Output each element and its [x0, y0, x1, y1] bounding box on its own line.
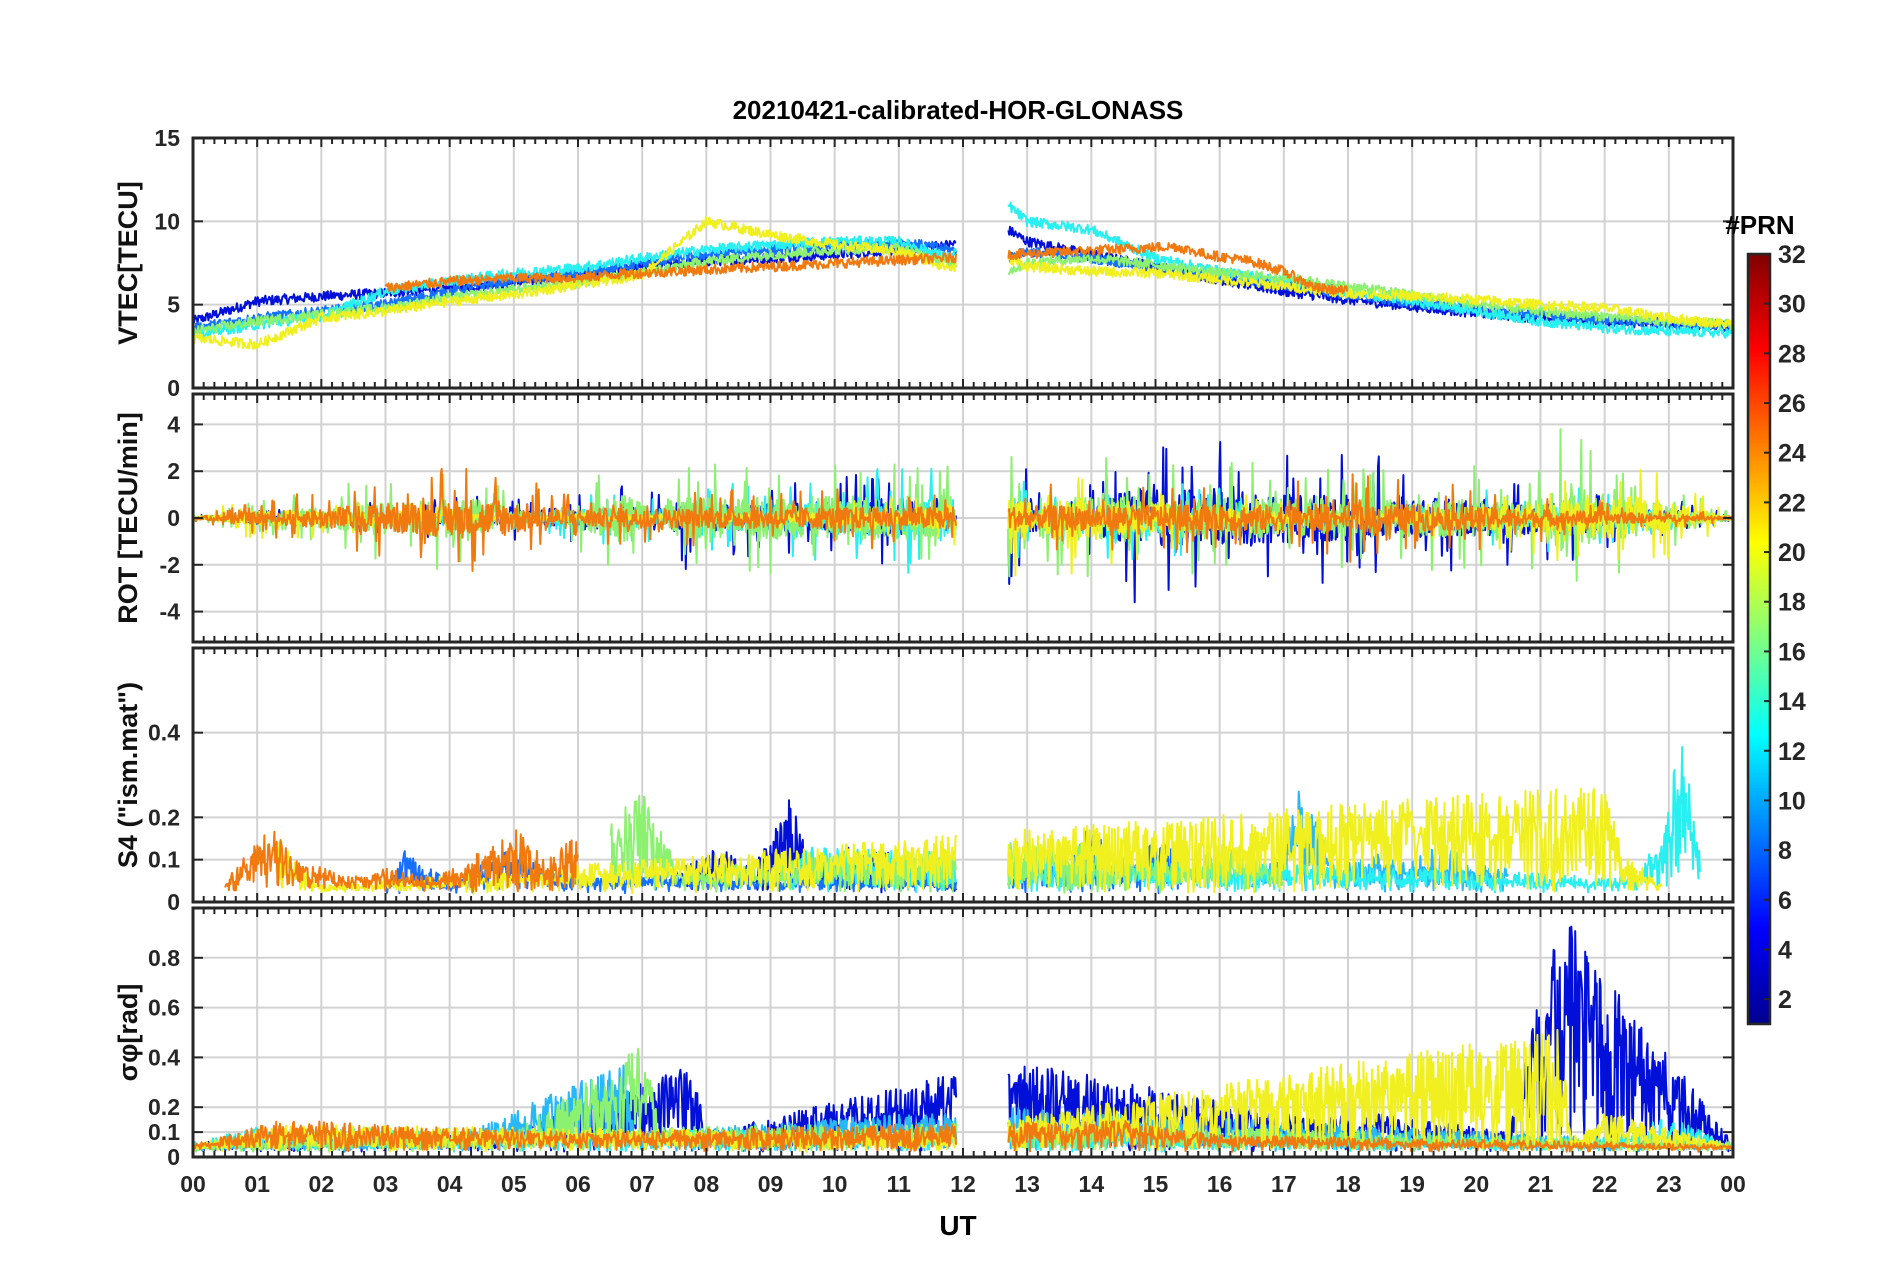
x-tick-label: 20: [1464, 1171, 1490, 1197]
colorbar-tick-label: 16: [1778, 638, 1806, 666]
x-tick-label: 08: [694, 1171, 720, 1197]
x-tick-label: 10: [822, 1171, 848, 1197]
y-tick-label: 0: [167, 375, 180, 401]
y-tick-label: -2: [160, 552, 180, 578]
x-tick-label: 04: [437, 1171, 463, 1197]
y-tick-label: 0: [167, 889, 180, 915]
colorbar-tick-label: 30: [1778, 291, 1806, 319]
figure-title: 20210421-calibrated-HOR-GLONASS: [733, 95, 1184, 125]
x-tick-label: 23: [1656, 1171, 1682, 1197]
colorbar-tick-label: 22: [1778, 489, 1806, 517]
series-line-6: [384, 241, 1349, 296]
x-tick-label: 00: [180, 1171, 206, 1197]
y-tick-label: 5: [167, 292, 180, 318]
colorbar-tick-label: 20: [1778, 539, 1806, 567]
y-ticks: -4 -2 0 2 4: [160, 411, 1733, 625]
series-group: [193, 201, 1733, 350]
panel-4: 00.10.2 0.4 0.6 0.8σφ[rad]: [113, 906, 1735, 1170]
y-tick-label: 0.6: [148, 995, 180, 1021]
series-group: [193, 925, 1733, 1153]
colorbar-tick-label: 26: [1778, 390, 1806, 418]
series-group: [193, 428, 1733, 604]
y-tick-label: 0.4: [148, 1044, 180, 1070]
x-tick-label: 06: [565, 1171, 591, 1197]
y-tick-label: 0.1: [148, 847, 180, 873]
grid: [193, 648, 1733, 902]
y-tick-label: 0: [167, 1144, 180, 1170]
colorbar-tick-label: 24: [1778, 440, 1806, 468]
colorbar-tick-label: 18: [1778, 589, 1806, 617]
colorbar-tick-label: 10: [1778, 787, 1806, 815]
x-ticks: [192, 394, 1734, 642]
colorbar-gradient: [1746, 252, 1772, 1026]
y-tick-label: 0.2: [148, 804, 180, 830]
x-tick-label: 12: [950, 1171, 976, 1197]
panel-1: 0 5 10 15 VTEC[TECU]: [113, 125, 1735, 401]
x-axis-label: UT: [939, 1210, 976, 1241]
y-tick-label: 15: [154, 125, 180, 151]
series-line-7: [224, 829, 579, 893]
x-tick-label: 22: [1592, 1171, 1618, 1197]
grid: [193, 394, 1733, 642]
colorbar-tick-label: 2: [1778, 986, 1792, 1014]
x-tick-label: 01: [244, 1171, 270, 1197]
y-axis-label: VTEC[TECU]: [113, 181, 143, 345]
series-line-5: [193, 216, 1733, 350]
y-tick-label: -4: [160, 599, 181, 625]
y-tick-label: 0.2: [148, 1094, 180, 1120]
y-tick-label: 0.8: [148, 945, 180, 971]
panel-2: -4 -2 0 2 4 ROT [TECU/min]: [113, 392, 1735, 644]
panel-3: 0 0.1 0.2 0.4S4 ("ism.mat"): [113, 646, 1735, 915]
x-tick-label: 07: [629, 1171, 655, 1197]
y-axis-label: σφ[rad]: [113, 984, 143, 1082]
colorbar-tick-label: 8: [1778, 837, 1792, 865]
y-ticks: 0 0.1 0.2 0.4: [148, 720, 1733, 915]
colorbar-tick-label: 12: [1778, 738, 1806, 766]
x-tick-label: 21: [1528, 1171, 1554, 1197]
y-tick-label: 0.1: [148, 1119, 180, 1145]
x-ticks: [192, 138, 1734, 388]
x-tick-label: 00: [1720, 1171, 1746, 1197]
colorbar-tick-label: 28: [1778, 340, 1806, 368]
x-tick-label: 14: [1079, 1171, 1105, 1197]
y-tick-label: 2: [167, 458, 180, 484]
series-line-5: [193, 467, 1733, 572]
x-tick-label: 13: [1014, 1171, 1040, 1197]
x-ticks: [192, 648, 1734, 902]
colorbar-label: #PRN: [1725, 210, 1794, 240]
x-tick-label: 09: [758, 1171, 784, 1197]
x-tick-label: 15: [1143, 1171, 1169, 1197]
x-tick-label: 11: [887, 1171, 912, 1197]
x-tick-label: 18: [1335, 1171, 1361, 1197]
y-ticks: 00.10.2 0.4 0.6 0.8: [148, 945, 1733, 1170]
y-axis-label: ROT [TECU/min]: [113, 412, 143, 623]
y-tick-label: 0: [167, 505, 180, 531]
x-tick-label: 17: [1271, 1171, 1297, 1197]
x-tick-label: 03: [373, 1171, 399, 1197]
series-group: [224, 746, 1702, 895]
y-tick-label: 4: [167, 411, 180, 437]
y-tick-label: 10: [154, 208, 180, 234]
series-line-6: [193, 1120, 1733, 1153]
colorbar-tick-label: 32: [1778, 241, 1806, 269]
y-tick-label: 0.4: [148, 720, 180, 746]
colorbar-tick-label: 4: [1778, 936, 1792, 964]
y-axis-label: S4 ("ism.mat"): [113, 682, 143, 868]
x-tick-label: 16: [1207, 1171, 1233, 1197]
x-tick-label: 05: [501, 1171, 527, 1197]
y-ticks: 0 5 10 15: [154, 125, 1733, 401]
colorbar-tick-label: 6: [1778, 887, 1792, 915]
x-axis: 00 01 02 03 04 05 06 07 08 09 10 11 12 13 14 15 16 17 18 19…: [180, 1171, 1746, 1197]
x-tick-label: 02: [309, 1171, 335, 1197]
colorbar-tick-label: 14: [1778, 688, 1806, 716]
x-tick-label: 19: [1399, 1171, 1425, 1197]
x-ticks: [192, 908, 1734, 1157]
